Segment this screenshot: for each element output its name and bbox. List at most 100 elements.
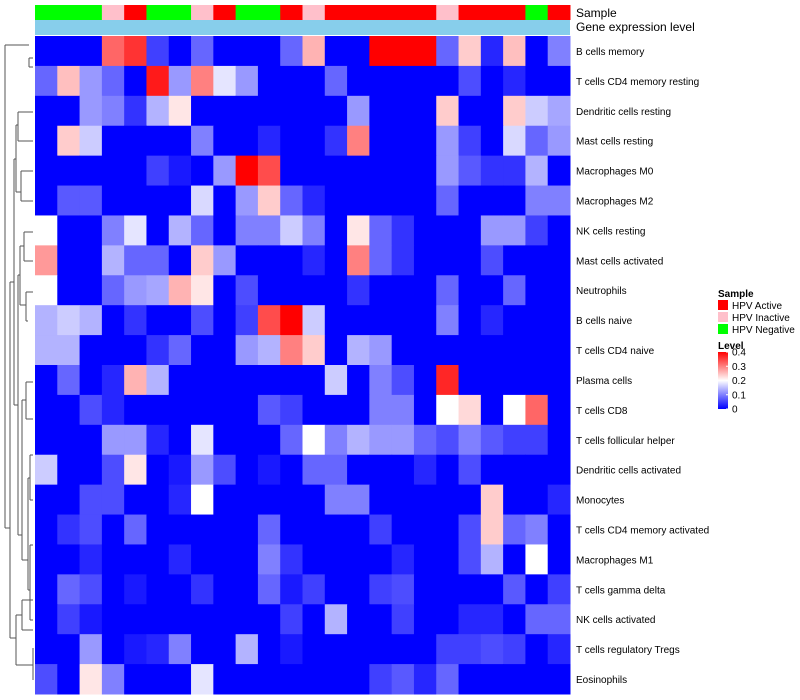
heatmap-cell	[391, 36, 415, 67]
heatmap-cell	[391, 125, 415, 157]
heatmap-cell	[503, 335, 526, 366]
heatmap-cell	[413, 305, 437, 336]
heatmap-cell	[369, 514, 393, 545]
heatmap-cell	[101, 664, 125, 695]
heatmap-cell	[347, 634, 370, 665]
heatmap-cell	[57, 155, 81, 187]
heatmap-cell	[391, 335, 415, 366]
heatmap-cell	[168, 155, 192, 187]
heatmap-cell	[79, 484, 103, 516]
heatmap-cell	[458, 36, 482, 67]
heatmap-cell	[391, 305, 415, 336]
heatmap-cell	[235, 664, 259, 695]
heatmap-cell	[347, 604, 370, 635]
heatmap-cell	[213, 484, 237, 516]
heatmap-cell	[480, 544, 504, 575]
heatmap-cell	[436, 574, 460, 605]
heatmap-cell	[191, 185, 214, 216]
heatmap-cell	[280, 664, 303, 695]
heatmap-cell	[124, 514, 147, 545]
heatmap-cell	[124, 245, 147, 276]
heatmap-cell	[347, 365, 370, 396]
heatmap-cell	[525, 36, 549, 67]
heatmap-cell	[57, 514, 81, 545]
heatmap-cell	[324, 65, 348, 97]
heatmap-cell	[525, 65, 549, 97]
heatmap-cell	[413, 275, 437, 306]
heatmap-cell	[302, 245, 326, 276]
heatmap-cell	[413, 95, 437, 127]
heatmap-cell	[347, 245, 370, 276]
heatmap-cell	[547, 185, 571, 216]
heatmap-cell	[213, 544, 237, 575]
heatmap-cell	[503, 604, 526, 635]
heatmap-cell	[347, 185, 370, 216]
heatmap-cell	[57, 424, 81, 456]
heatmap-cell	[146, 36, 170, 67]
heatmap-cell	[168, 424, 192, 456]
heatmap-cell	[213, 185, 237, 216]
heatmap-cell	[302, 484, 326, 516]
heatmap-cell	[302, 335, 326, 366]
heatmap-cell	[525, 604, 549, 635]
heatmap-cell	[35, 394, 58, 426]
row-label: T cells regulatory Tregs	[576, 645, 680, 656]
heatmap-cell	[302, 215, 326, 246]
heatmap-cell	[391, 484, 415, 516]
heatmap-cell	[458, 65, 482, 97]
heatmap-cell	[124, 125, 147, 157]
heatmap-cell	[280, 125, 303, 157]
heatmap-cell	[503, 424, 526, 456]
heatmap-cell	[257, 125, 281, 157]
row-label: Dendritic cells resting	[576, 107, 671, 118]
heatmap-cell	[168, 634, 192, 665]
heatmap-cell	[324, 454, 348, 486]
sample-annotation-cell	[79, 5, 103, 20]
heatmap-cell	[280, 245, 303, 276]
heatmap-cell	[35, 424, 58, 456]
heatmap-cell	[480, 394, 504, 426]
heatmap-cell	[35, 36, 58, 67]
heatmap-cell	[480, 185, 504, 216]
heatmap-cell	[369, 634, 393, 665]
heatmap-cell	[525, 484, 549, 516]
heatmap-cell	[324, 335, 348, 366]
heatmap-cell	[347, 335, 370, 366]
heatmap-cell	[79, 65, 103, 97]
heatmap-cell	[191, 454, 214, 486]
heatmap-cell	[503, 95, 526, 127]
heatmap-cell	[257, 454, 281, 486]
heatmap-cell	[547, 215, 571, 246]
heatmap-cell	[369, 155, 393, 187]
heatmap-cell	[213, 245, 237, 276]
heatmap-cell	[280, 454, 303, 486]
heatmap-cell	[347, 36, 370, 67]
heatmap-cell	[280, 215, 303, 246]
heatmap-cell	[324, 604, 348, 635]
heatmap-cell	[101, 36, 125, 67]
sample-legend-label: HPV Active	[732, 301, 782, 312]
heatmap-cell	[168, 604, 192, 635]
heatmap-cell	[347, 484, 370, 516]
heatmap-cell	[124, 424, 147, 456]
heatmap-cell	[35, 664, 58, 695]
heatmap-cell	[257, 604, 281, 635]
heatmap-cell	[235, 514, 259, 545]
heatmap-cell	[525, 185, 549, 216]
heatmap-cell	[168, 664, 192, 695]
heatmap-cell	[503, 275, 526, 306]
heatmap-cell	[168, 454, 192, 486]
heatmap-cell	[101, 365, 125, 396]
sample-annotation-cell	[57, 5, 81, 20]
level-legend-title: Level	[718, 341, 744, 352]
heatmap-cell	[57, 36, 81, 67]
heatmap-cell	[191, 65, 214, 97]
heatmap-cell	[235, 484, 259, 516]
heatmap-cell	[436, 634, 460, 665]
sample-legend-label: HPV Inactive	[732, 313, 790, 324]
heatmap-cell	[302, 155, 326, 187]
heatmap-cell	[458, 245, 482, 276]
sample-legend-swatch	[718, 312, 728, 322]
heatmap-cell	[146, 604, 170, 635]
